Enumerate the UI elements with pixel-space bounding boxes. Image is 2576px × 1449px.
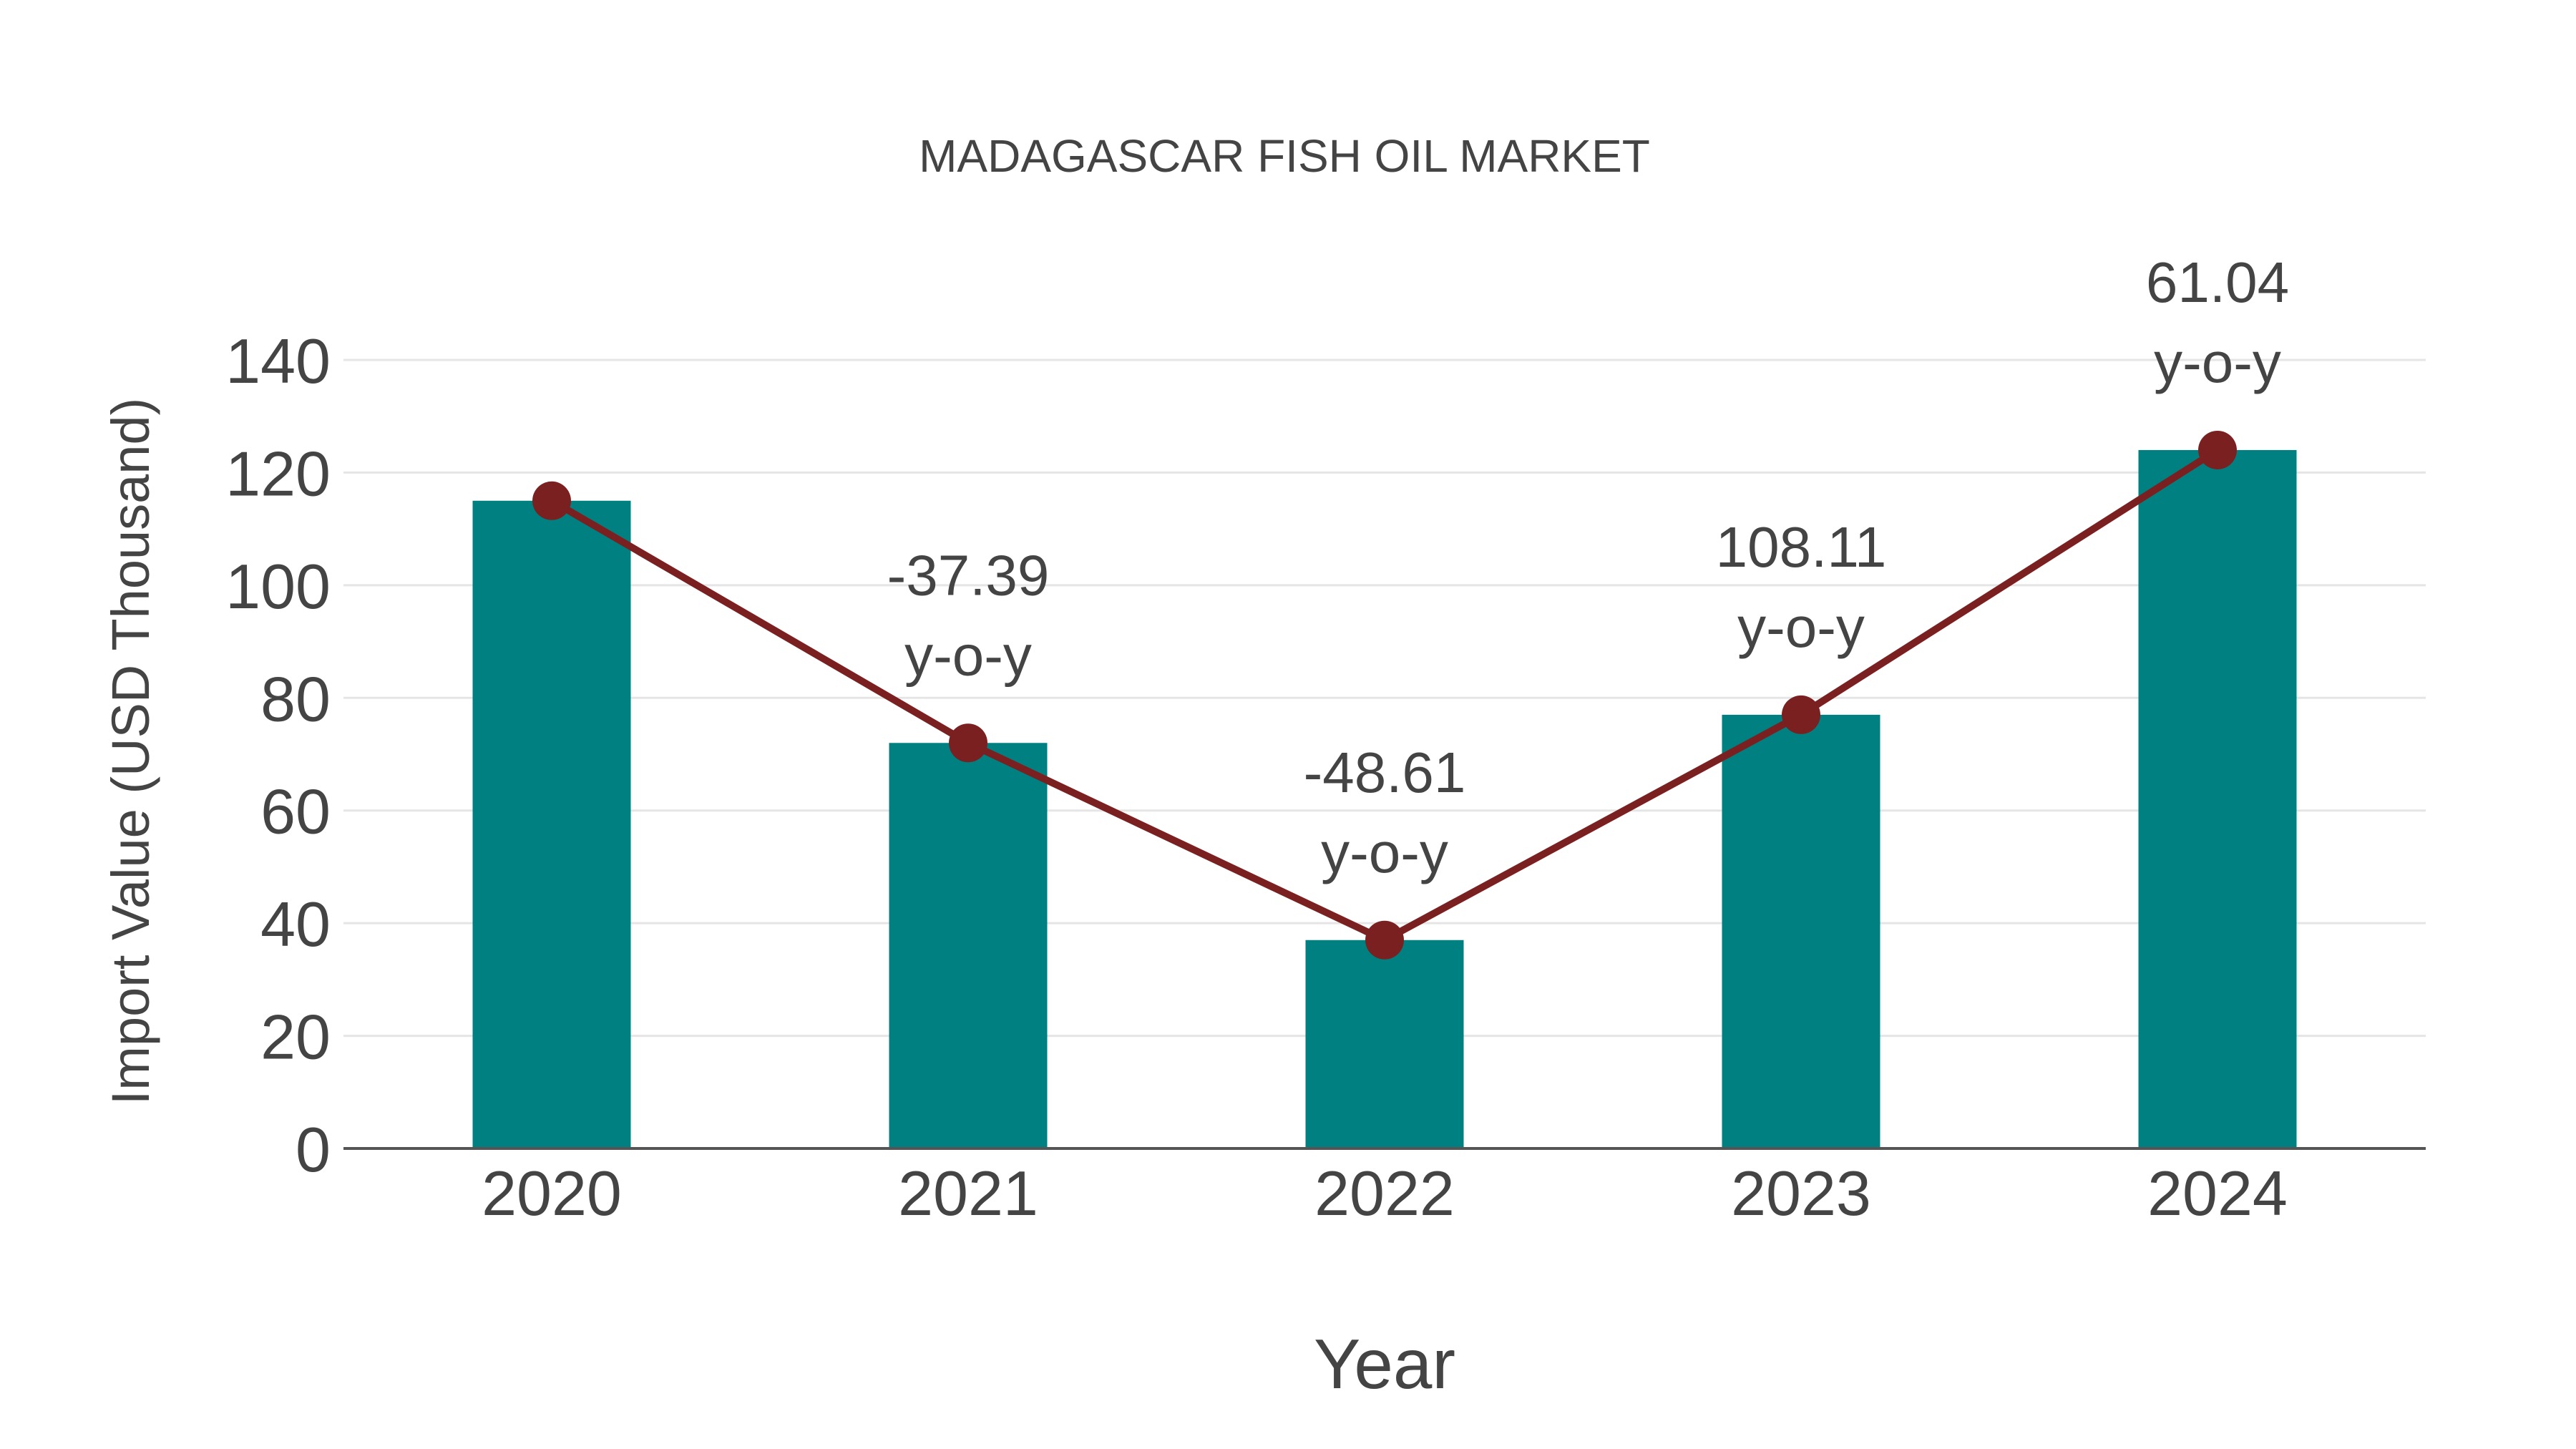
yoy-value-2024: 61.04 [2146, 250, 2289, 314]
x-axis-title: Year [1314, 1324, 1455, 1403]
yoy-label-2022: y-o-y [1321, 821, 1448, 884]
yoy-value-2022: -48.61 [1304, 741, 1466, 804]
y-tick-label: 40 [260, 889, 331, 960]
x-axis-ticks: 2020 2021 2022 2023 2024 [482, 1158, 2288, 1229]
bar-series [472, 449, 2297, 1148]
y-tick-label: 20 [260, 1002, 331, 1073]
y-tick-label: 60 [260, 776, 331, 847]
yoy-label-2021: y-o-y [904, 623, 1032, 687]
yoy-annotations: -37.39 y-o-y -48.61 y-o-y 108.11 y-o-y 61.04 y-… [887, 250, 2290, 884]
marker-2021 [949, 723, 987, 763]
y-tick-label: 80 [260, 663, 331, 734]
x-tick-label: 2020 [482, 1158, 622, 1229]
y-tick-label: 100 [225, 551, 331, 622]
x-tick-label: 2023 [1731, 1158, 1871, 1229]
y-axis-ticks: 0 20 40 60 80 100 120 140 [225, 326, 331, 1185]
bar-2020 [472, 500, 631, 1148]
marker-2020 [532, 481, 571, 520]
marker-2024 [2198, 430, 2237, 469]
yoy-value-2021: -37.39 [887, 543, 1050, 607]
yoy-value-2023: 108.11 [1716, 515, 1887, 579]
bar-2024 [2138, 449, 2297, 1148]
bar-2021 [889, 743, 1048, 1148]
y-tick-label: 0 [296, 1114, 331, 1185]
chart-title: MADAGASCAR FISH OIL MARKET [919, 130, 1650, 182]
x-tick-label: 2021 [898, 1158, 1038, 1229]
x-tick-label: 2024 [2147, 1158, 2288, 1229]
marker-2022 [1365, 920, 1404, 960]
yoy-label-2024: y-o-y [2154, 331, 2281, 394]
y-tick-label: 140 [225, 326, 331, 396]
x-tick-label: 2022 [1314, 1158, 1455, 1229]
yoy-label-2023: y-o-y [1737, 595, 1865, 659]
y-axis-title: Import Value (USD Thousand) [101, 398, 160, 1106]
marker-2023 [1782, 695, 1820, 734]
bar-2022 [1305, 940, 1464, 1148]
bar-2023 [1722, 714, 1880, 1148]
line-series [532, 430, 2237, 960]
y-tick-label: 120 [225, 438, 331, 509]
